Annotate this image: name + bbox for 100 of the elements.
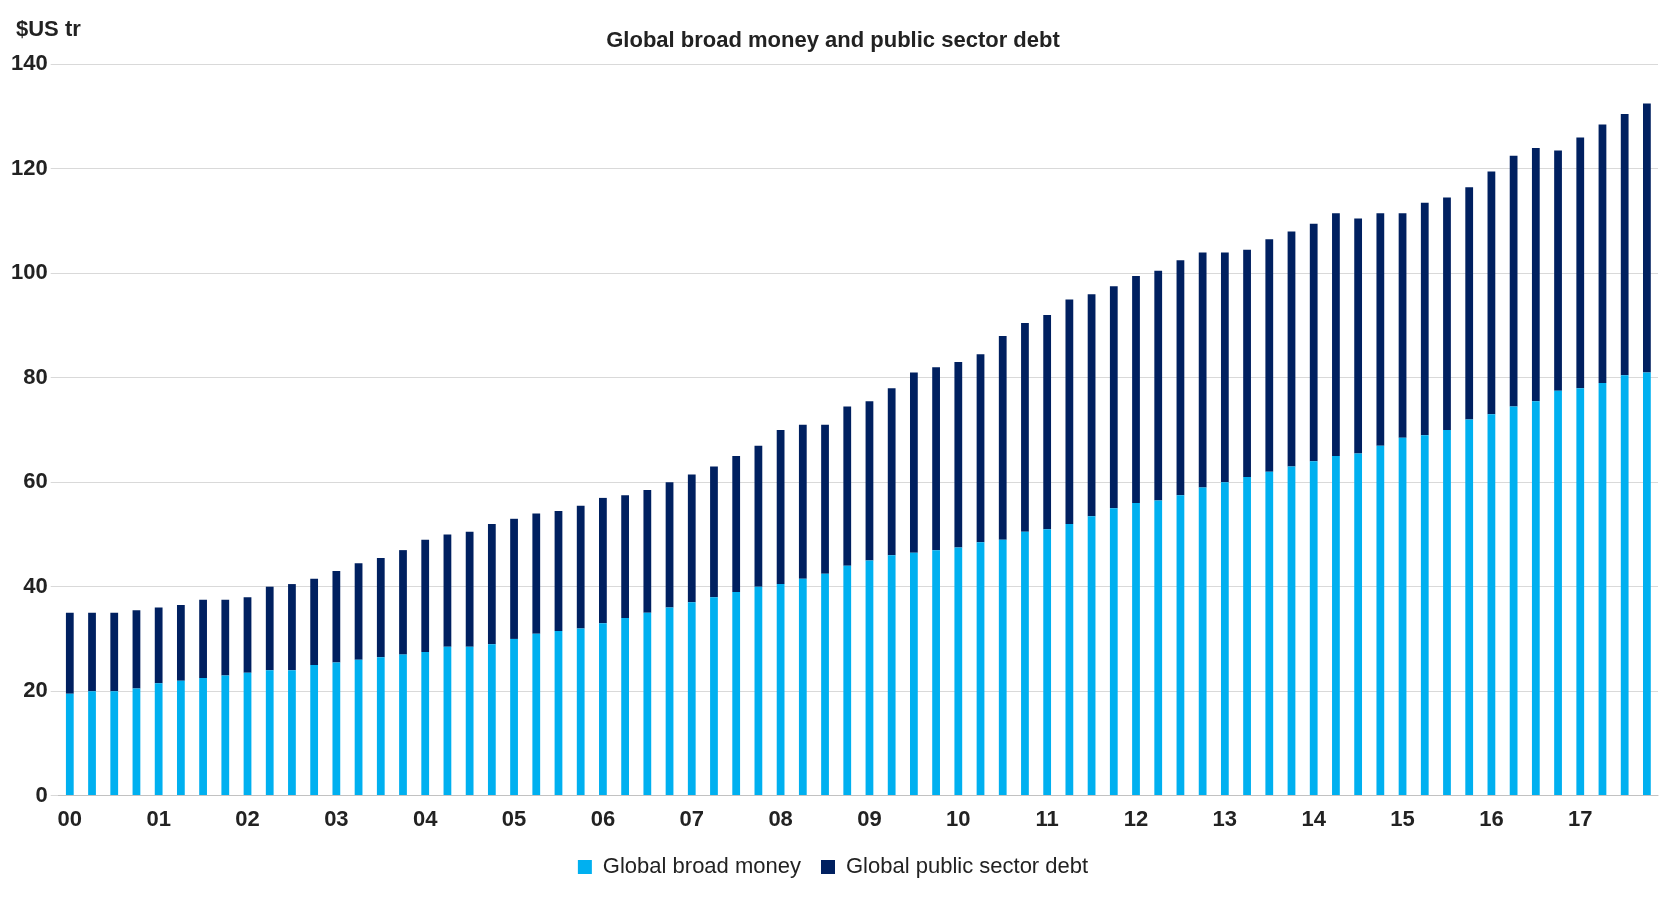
- bar: [576, 505, 585, 629]
- bar: [354, 659, 363, 796]
- bar: [1198, 487, 1207, 796]
- bar: [1443, 430, 1451, 796]
- bar: [1021, 531, 1029, 796]
- x-tick-label: 15: [1390, 805, 1415, 831]
- bar: [1465, 187, 1474, 420]
- bar: [1465, 419, 1474, 796]
- bar: [1643, 103, 1651, 373]
- bar: [754, 445, 763, 587]
- bar: [176, 604, 185, 681]
- bar: [199, 678, 207, 796]
- bar: [310, 578, 319, 666]
- bar: [88, 691, 96, 796]
- bar: [665, 482, 674, 608]
- bar: [887, 555, 896, 796]
- bar: [1598, 382, 1607, 796]
- bar: [532, 513, 541, 634]
- x-tick-label: 04: [412, 805, 439, 831]
- bar: [421, 651, 430, 796]
- bar: [798, 424, 807, 579]
- bar: [998, 539, 1007, 796]
- bar: [754, 586, 763, 796]
- bar: [221, 599, 230, 676]
- bar: [532, 633, 541, 796]
- bar: [1132, 275, 1140, 504]
- bar: [932, 550, 940, 796]
- bar: [1043, 315, 1052, 530]
- bar: [1620, 375, 1629, 796]
- x-tick-label: 16: [1479, 805, 1504, 831]
- bar: [998, 335, 1007, 540]
- bar: [710, 597, 718, 796]
- bar: [1154, 270, 1163, 501]
- x-tick-label: 01: [146, 805, 171, 831]
- x-tick-label: 03: [324, 805, 349, 831]
- legend-label: Global public sector debt: [845, 853, 1089, 879]
- bar: [176, 680, 185, 796]
- chart-title: Global broad money and public sector debt: [606, 27, 1061, 53]
- bar: [1287, 466, 1296, 796]
- bar: [843, 406, 852, 566]
- x-tick-label: 10: [946, 805, 971, 831]
- bar: [1243, 477, 1251, 796]
- bar: [443, 534, 452, 647]
- bar: [1531, 401, 1540, 796]
- x-tick-label: 06: [590, 805, 616, 831]
- bar: [199, 599, 207, 679]
- bar: [1509, 155, 1518, 407]
- bar: [376, 657, 385, 796]
- bar: [732, 591, 741, 796]
- bar: [1354, 453, 1363, 796]
- bar: [1087, 516, 1096, 796]
- x-tick-label: 00: [57, 805, 83, 831]
- bar: [265, 586, 274, 671]
- bar: [243, 597, 252, 673]
- y-tick-label: 20: [23, 677, 48, 703]
- bar: [1576, 388, 1585, 796]
- bar: [310, 665, 319, 796]
- bar: [110, 691, 119, 796]
- bar: [265, 670, 274, 796]
- bar: [1065, 299, 1074, 525]
- bar: [1220, 252, 1229, 483]
- bar: [576, 628, 585, 796]
- bar: [932, 367, 940, 551]
- bar: [732, 456, 741, 592]
- bar: [510, 518, 518, 639]
- bar: [643, 612, 652, 796]
- bar: [376, 557, 385, 658]
- bar: [1554, 150, 1562, 391]
- legend-label: Global broad money: [602, 853, 801, 879]
- bar: [910, 552, 918, 796]
- bar: [399, 550, 407, 655]
- bar: [954, 547, 963, 796]
- x-tick-label: 05: [501, 805, 527, 831]
- y-tick-label: 140: [10, 50, 48, 76]
- x-tick-label: 14: [1301, 805, 1327, 831]
- bar: [710, 466, 718, 598]
- bar: [1443, 197, 1451, 430]
- bar: [154, 683, 163, 796]
- bar: [1376, 213, 1385, 446]
- bar: [1620, 114, 1629, 376]
- bar: [1309, 223, 1318, 462]
- bar: [1332, 456, 1340, 796]
- bar: [1332, 213, 1340, 457]
- y-tick-label: 40: [23, 572, 48, 598]
- bar: [1198, 252, 1207, 488]
- bar: [1376, 445, 1385, 796]
- bar: [1176, 260, 1185, 496]
- bar: [1576, 137, 1585, 389]
- bar: [887, 388, 896, 556]
- bar: [1065, 524, 1074, 796]
- bar: [1220, 482, 1229, 796]
- x-tick-label: 12: [1123, 805, 1149, 831]
- bar: [1243, 249, 1251, 478]
- bar: [1265, 239, 1274, 472]
- bar: [465, 531, 474, 647]
- bar: [1265, 471, 1274, 796]
- bar: [465, 646, 474, 796]
- bar: [1354, 218, 1363, 454]
- bar: [621, 618, 630, 796]
- bar: [88, 612, 96, 692]
